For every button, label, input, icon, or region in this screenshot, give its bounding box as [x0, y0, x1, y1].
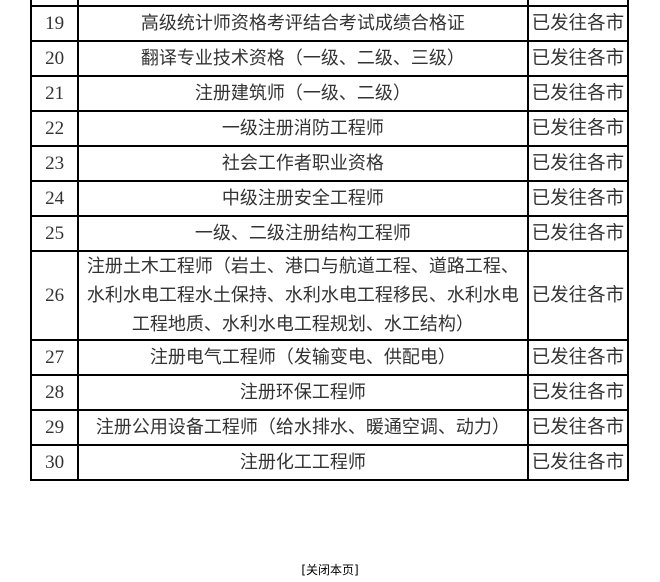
- delivery-status: 已发往各市: [526, 40, 630, 77]
- row-number: 27: [29, 339, 80, 376]
- certificate-name: 高级统计师资格考评结合考试成绩合格证: [77, 5, 529, 42]
- certificate-name: 注册建筑师（一级、二级）: [77, 75, 529, 112]
- table-row: 20 翻译专业技术资格（一级、二级、三级） 已发往各市: [29, 40, 630, 77]
- row-number: 23: [29, 145, 80, 182]
- certificate-name: 一级注册消防工程师: [77, 110, 529, 147]
- table-row: 27 注册电气工程师（发输变电、供配电） 已发往各市: [29, 339, 630, 376]
- table-row: 30 注册化工工程师 已发往各市: [29, 444, 630, 481]
- table-row: 29 注册公用设备工程师（给水排水、暖通空调、动力） 已发往各市: [29, 409, 630, 446]
- delivery-status: 已发往各市: [526, 409, 630, 446]
- table-row: 19 高级统计师资格考评结合考试成绩合格证 已发往各市: [29, 5, 630, 42]
- certificate-name: 注册电气工程师（发输变电、供配电）: [77, 339, 529, 376]
- delivery-status: 已发往各市: [526, 180, 630, 217]
- delivery-status: 已发往各市: [526, 110, 630, 147]
- table-row-partial: [29, 0, 630, 7]
- table-row: 26 注册土木工程师（岩土、港口与航道工程、道路工程、水利水电工程水土保持、水利水…: [29, 250, 630, 341]
- table-row: 28 注册环保工程师 已发往各市: [29, 374, 630, 411]
- delivery-status: 已发往各市: [526, 374, 630, 411]
- certificate-name: 一级、二级注册结构工程师: [77, 215, 529, 252]
- delivery-status: 已发往各市: [526, 215, 630, 252]
- row-number: 19: [29, 5, 80, 42]
- row-number: 24: [29, 180, 80, 217]
- row-number: 28: [29, 374, 80, 411]
- table-row: 21 注册建筑师（一级、二级） 已发往各市: [29, 75, 630, 112]
- certificate-name: 注册化工工程师: [77, 444, 529, 481]
- row-number: 21: [29, 75, 80, 112]
- table-row: 25 一级、二级注册结构工程师 已发往各市: [29, 215, 630, 252]
- row-number: 25: [29, 215, 80, 252]
- certificate-name: 中级注册安全工程师: [77, 180, 529, 217]
- delivery-status: 已发往各市: [526, 145, 630, 182]
- delivery-status: 已发往各市: [526, 250, 630, 341]
- delivery-status: 已发往各市: [526, 5, 630, 42]
- certificate-name: 注册环保工程师: [77, 374, 529, 411]
- delivery-status: 已发往各市: [526, 75, 630, 112]
- table-row: 24 中级注册安全工程师 已发往各市: [29, 180, 630, 217]
- certificate-name: 注册土木工程师（岩土、港口与航道工程、道路工程、水利水电工程水土保持、水利水电工…: [77, 250, 529, 341]
- row-number: 30: [29, 444, 80, 481]
- delivery-status: 已发往各市: [526, 444, 630, 481]
- certificate-name: 翻译专业技术资格（一级、二级、三级）: [77, 40, 529, 77]
- certificate-name: 社会工作者职业资格: [77, 145, 529, 182]
- table-row: 22 一级注册消防工程师 已发往各市: [29, 110, 630, 147]
- delivery-status: 已发往各市: [526, 339, 630, 376]
- table-row: 23 社会工作者职业资格 已发往各市: [29, 145, 630, 182]
- row-number: 29: [29, 409, 80, 446]
- certificate-name: 注册公用设备工程师（给水排水、暖通空调、动力）: [77, 409, 529, 446]
- close-page-link[interactable]: [关闭本页]: [301, 563, 359, 577]
- certificate-table: 19 高级统计师资格考评结合考试成绩合格证 已发往各市 20 翻译专业技术资格（一级、二…: [29, 0, 630, 481]
- row-number: 22: [29, 110, 80, 147]
- row-number: 20: [29, 40, 80, 77]
- row-number: 26: [29, 250, 80, 341]
